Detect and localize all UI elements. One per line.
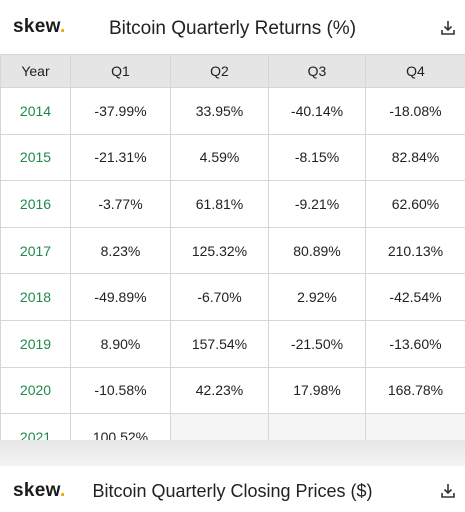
return-cell: -3.77% <box>70 180 171 228</box>
skew-logo: skew. <box>13 16 66 38</box>
return-cell: -21.50% <box>268 319 366 368</box>
return-cell: 33.95% <box>170 87 269 135</box>
column-header-year: Year <box>0 54 71 88</box>
table-row: 2017 8.23% 125.32% 80.89% 210.13% <box>0 226 465 275</box>
return-cell: 17.98% <box>268 366 366 415</box>
return-cell: -18.08% <box>365 87 465 135</box>
return-cell: 2.92% <box>268 273 366 321</box>
return-cell: 8.90% <box>70 319 171 368</box>
return-cell: 80.89% <box>268 226 366 275</box>
table-row: 2016 -3.77% 61.81% -9.21% 62.60% <box>0 180 465 228</box>
return-cell: -49.89% <box>70 273 171 321</box>
return-cell: 4.59% <box>170 133 269 182</box>
year-cell: 2021 <box>0 413 71 461</box>
card-title: Bitcoin Quarterly Returns (%) <box>108 18 357 39</box>
card-header: skew. Bitcoin Quarterly Returns (%) <box>0 0 465 54</box>
download-icon[interactable] <box>441 20 455 36</box>
year-cell: 2016 <box>0 180 71 228</box>
download-icon[interactable] <box>441 483 455 499</box>
year-cell: 2018 <box>0 273 71 321</box>
year-cell: 2015 <box>0 133 71 182</box>
return-cell: 8.23% <box>70 226 171 275</box>
year-cell: 2014 <box>0 87 71 135</box>
return-cell: 62.60% <box>365 180 465 228</box>
return-cell: 125.32% <box>170 226 269 275</box>
column-header-q3: Q3 <box>268 54 366 88</box>
table-row: 2019 8.90% 157.54% -21.50% -13.60% <box>0 319 465 368</box>
year-cell: 2017 <box>0 226 71 275</box>
returns-card: skew. Bitcoin Quarterly Returns (%) Year… <box>0 0 465 461</box>
skew-logo: skew. <box>13 480 66 502</box>
return-cell: 61.81% <box>170 180 269 228</box>
return-cell: -9.21% <box>268 180 366 228</box>
table-row: 2020 -10.58% 42.23% 17.98% 168.78% <box>0 366 465 415</box>
return-cell: -37.99% <box>70 87 171 135</box>
year-cell: 2019 <box>0 319 71 368</box>
table-row: 2015 -21.31% 4.59% -8.15% 82.84% <box>0 133 465 182</box>
logo-dot: . <box>59 16 66 37</box>
column-header-q4: Q4 <box>365 54 465 88</box>
return-cell: -21.31% <box>70 133 171 182</box>
year-cell: 2020 <box>0 366 71 415</box>
return-cell: 82.84% <box>365 133 465 182</box>
return-cell: 42.23% <box>170 366 269 415</box>
next-card-header: skew. Bitcoin Quarterly Closing Prices (… <box>0 466 465 512</box>
return-cell: -8.15% <box>268 133 366 182</box>
logo-dot: . <box>59 480 66 501</box>
return-cell: -6.70% <box>170 273 269 321</box>
table-header-row: Year Q1 Q2 Q3 Q4 <box>0 54 465 88</box>
return-cell: -10.58% <box>70 366 171 415</box>
table-row: 2014 -37.99% 33.95% -40.14% -18.08% <box>0 87 465 135</box>
return-cell: 210.13% <box>365 226 465 275</box>
return-cell: -42.54% <box>365 273 465 321</box>
returns-table: Year Q1 Q2 Q3 Q4 2014 -37.99% 33.95% -40.14% -18… <box>0 54 465 461</box>
return-cell: 168.78% <box>365 366 465 415</box>
column-header-q2: Q2 <box>170 54 269 88</box>
logo-text: skew <box>13 16 60 37</box>
table-row: 2018 -49.89% -6.70% 2.92% -42.54% <box>0 273 465 321</box>
return-cell: -40.14% <box>268 87 366 135</box>
return-cell: 157.54% <box>170 319 269 368</box>
column-header-q1: Q1 <box>70 54 171 88</box>
next-card-title: Bitcoin Quarterly Closing Prices ($) <box>92 481 373 501</box>
return-cell: -13.60% <box>365 319 465 368</box>
logo-text: skew <box>13 480 60 501</box>
section-divider <box>0 440 465 466</box>
